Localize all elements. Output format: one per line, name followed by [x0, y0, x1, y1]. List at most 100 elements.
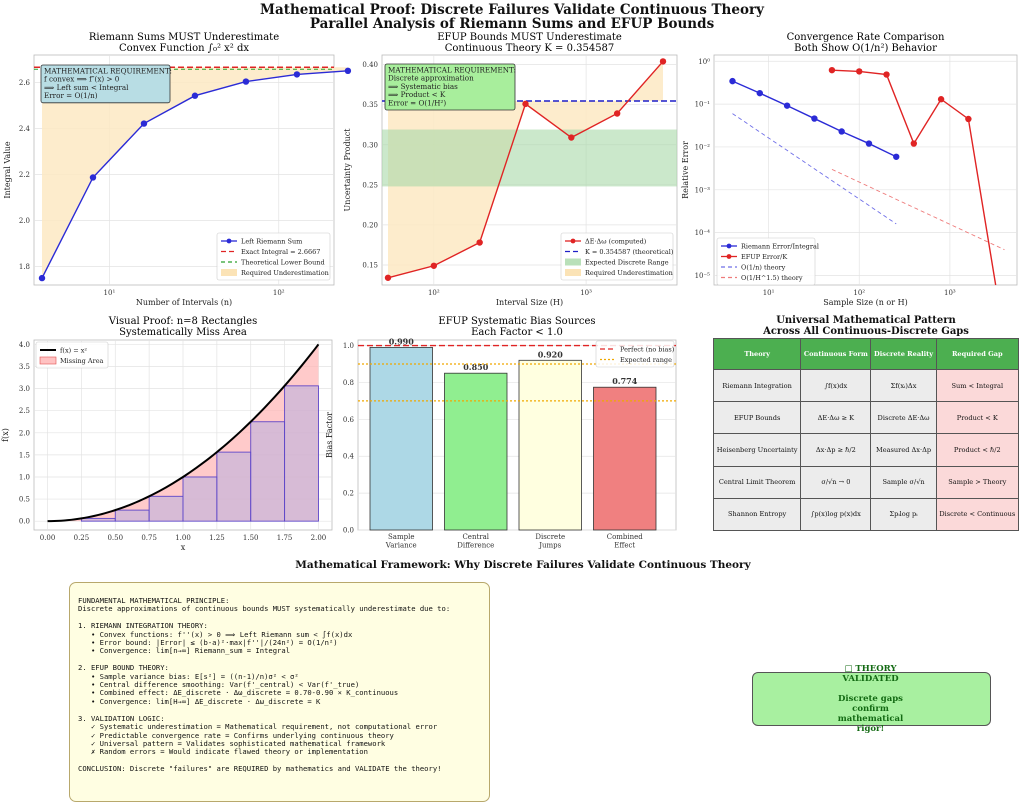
universal-pattern-table: Theory Continuous Form Discrete Reality Req…	[712, 338, 1020, 532]
panel1-xtick: 10¹	[104, 289, 116, 297]
panel4-rectangle	[216, 451, 252, 522]
panel4-xtick: 1.00	[175, 534, 191, 542]
table-cell: Product < ℏ/2	[935, 433, 1020, 467]
panel3-xtick: 10³	[944, 289, 956, 297]
panel4-xtick: 0.50	[107, 534, 123, 542]
panel3-legend-label: EFUP Error/K	[741, 253, 787, 261]
panel3-xlabel: Sample Size (n or H)	[823, 298, 907, 307]
panel5-bar	[518, 359, 582, 531]
panel1-annotation-line1: MATHEMATICAL REQUIREMENT:	[44, 67, 172, 76]
panel1-ytick: 2.4	[19, 125, 31, 133]
panel4-rectangle	[148, 495, 184, 522]
panel2-annotation-box	[384, 63, 516, 111]
panel3-xtick: 10¹	[763, 289, 775, 297]
panel5-category-label: Effect	[614, 542, 635, 550]
panel4-ytick: 3.5	[19, 363, 30, 371]
figure-title-line2: Parallel Analysis of Riemann Sums and EF…	[309, 16, 715, 32]
table-cell: Δx·Δp ≥ ℏ/2	[800, 433, 872, 467]
panel2-annotation-line4: ⟹ Product < K	[388, 90, 446, 99]
table-cell: Discrete ΔE·Δω	[870, 401, 937, 435]
panel1-annotation-box	[40, 64, 171, 104]
panel3-legend-label: O(1/H^1.5) theory	[741, 274, 803, 282]
table-cell: Product < K	[935, 401, 1020, 435]
panel3-ytick: 10⁻¹	[695, 101, 711, 109]
panel1-legend-box	[216, 232, 331, 281]
panel5-bar	[369, 346, 433, 531]
table-cell: ∫f(x)dx	[800, 368, 872, 403]
table-cell: Heisenberg Uncertainty	[712, 433, 802, 467]
panel1-point	[242, 78, 250, 85]
panel5-ytick: 0.0	[343, 527, 354, 535]
table-cell: EFUP Bounds	[712, 401, 802, 435]
panel3-series-line	[732, 113, 897, 225]
panel4-legend-label: Missing Area	[60, 357, 104, 365]
panel2-point	[430, 262, 438, 269]
panel5-ylabel: Bias Factor	[325, 412, 334, 458]
figure-title-line1: Mathematical Proof: Discrete Failures Va…	[260, 2, 764, 18]
table-cell: ∫p(x)log p(x)dx	[800, 497, 872, 532]
panel4-ytick: 2.5	[19, 407, 30, 415]
panel2-ytick: 0.20	[362, 221, 378, 229]
panel3-legend-label: Riemann Error/Integral	[741, 242, 819, 250]
panel4-xtick: 2.00	[311, 534, 327, 542]
panel2-expected-range	[382, 129, 677, 187]
validated-text-line: Discrete gaps	[838, 694, 903, 704]
panel1-point	[191, 92, 199, 99]
panel1-point	[38, 274, 46, 282]
panel2-underestimation-fill	[388, 61, 663, 278]
panel2-legend-swatch	[565, 269, 581, 276]
panel1-title-line1: Riemann Sums MUST Underestimate	[89, 32, 279, 43]
panel2-ytick: 0.25	[362, 181, 378, 189]
table-header-cell: Continuous Form	[800, 338, 872, 370]
panel4-xtick: 0.75	[141, 534, 157, 542]
panel5-value-label: 0.774	[612, 376, 637, 386]
panel3-title-line1: Convergence Rate Comparison	[787, 32, 945, 43]
panel5-category-label: Combined	[607, 533, 644, 541]
table-cell: σ/√n → 0	[800, 465, 872, 499]
panel4-rectangle	[80, 517, 116, 522]
panel2-legend-label: Expected Discrete Range	[585, 258, 669, 266]
panel5-bar	[593, 386, 657, 531]
panel4-curve	[47, 343, 320, 523]
panel1-ylabel: Integral Value	[3, 141, 12, 199]
panel1-title-line2: Convex Function ∫₀² x² dx	[119, 43, 249, 54]
panel1-point	[344, 67, 352, 75]
panel5-category-label: Discrete	[535, 533, 565, 541]
panel3-point	[856, 68, 863, 75]
validated-text-line: rigor!	[856, 724, 885, 734]
panel1-xtick: 10²	[273, 289, 285, 297]
table-cell: Central Limit Theorem	[712, 465, 802, 499]
table-row: Shannon Entropy ∫p(x)log p(x)dx Σpᵢlog pᵢ D…	[712, 497, 1020, 532]
panel3-series-line	[831, 168, 1005, 251]
panel3-ytick: 10⁻³	[695, 186, 711, 194]
table-cell: Sum < Integral	[935, 368, 1020, 403]
table-row: Central Limit Theorem σ/√n → 0 Sample σ/√n…	[712, 465, 1020, 499]
panel1-point	[89, 174, 97, 181]
panel4-xlabel: x	[181, 543, 186, 552]
panel1-point	[293, 71, 301, 78]
table-header-cell: Theory	[712, 338, 802, 370]
panel5-category-label: Jumps	[538, 542, 561, 550]
table-header-row: Theory Continuous Form Discrete Reality Req…	[712, 338, 1020, 370]
panel3-legend-box	[716, 237, 816, 286]
panel5-legend-label: Perfect (no bias)	[620, 345, 675, 353]
panel3-legend-marker	[726, 254, 732, 259]
panel3-xtick: 10²	[853, 289, 865, 297]
panel3-ytick: 10⁻⁵	[695, 272, 711, 280]
panel1-ytick: 1.8	[19, 263, 30, 271]
panel1-annotation-line4: Error = O(1/n)	[44, 91, 98, 100]
panel4-xtick: 1.50	[243, 534, 259, 542]
panel2-legend-label: Required Underestimation	[585, 269, 673, 277]
table-header-cell: Discrete Reality	[870, 338, 937, 370]
panel2-point	[384, 274, 392, 281]
table-title: Universal Mathematical Pattern Across Al…	[713, 315, 1019, 337]
panel3-legend-label: O(1/n) theory	[741, 263, 786, 271]
panel5-ytick: 0.2	[343, 490, 354, 498]
panel1-legend-label: Exact Integral = 2.6667	[241, 248, 320, 256]
table-cell: ΔE·Δω ≥ K	[800, 401, 872, 435]
panel1-ytick: 2.6	[19, 79, 31, 87]
panel5-category-label: Difference	[457, 542, 494, 550]
panel5-bar	[444, 372, 508, 531]
panel2-xtick: 10³	[580, 289, 592, 297]
